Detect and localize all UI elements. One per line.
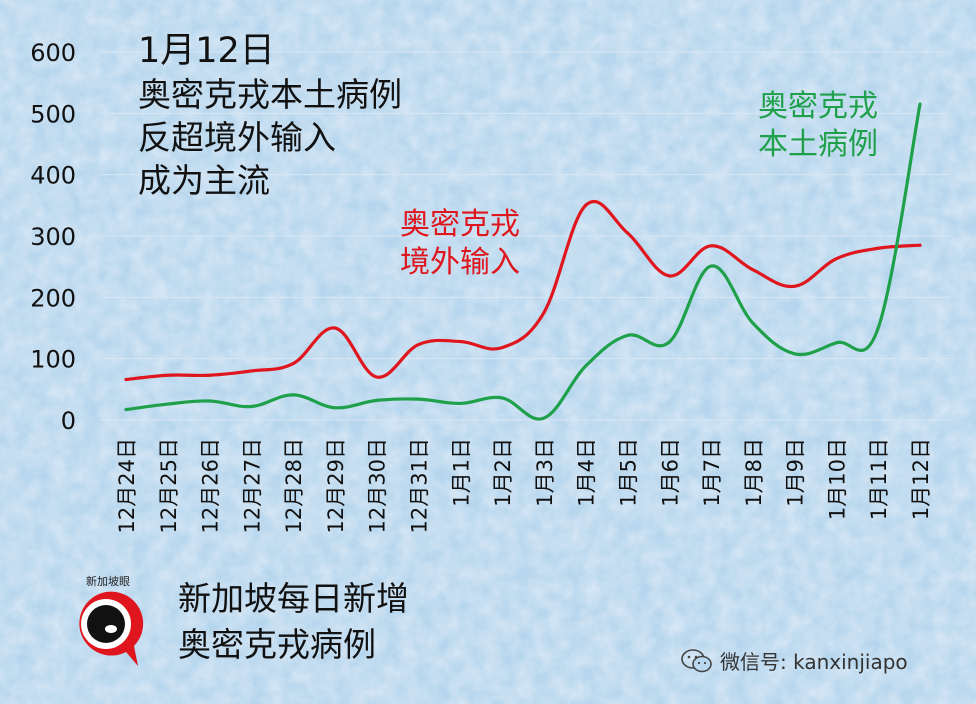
data-point-local	[793, 352, 797, 356]
x-tick-label: 1月2日	[491, 438, 515, 507]
data-point-local	[375, 398, 379, 402]
series-lines	[124, 102, 922, 421]
data-point-local	[709, 264, 713, 268]
data-point-local	[584, 364, 588, 368]
x-tick-label: 1月8日	[742, 438, 766, 507]
y-axis-ticks: 0 100 200 300 400 500 600	[30, 39, 76, 435]
data-point-local	[500, 396, 504, 400]
series-label-local: 奥密克戎 本土病例	[758, 88, 878, 164]
data-point-local	[458, 401, 462, 405]
data-point-local	[249, 405, 253, 409]
data-point-imported	[625, 231, 629, 235]
data-point-local	[667, 340, 671, 344]
logo-pupil	[87, 605, 125, 643]
y-tick-label: 100	[30, 346, 76, 374]
x-tick-label: 1月1日	[449, 438, 473, 507]
x-tick-label: 12月27日	[240, 438, 264, 533]
title-line-1: 奥密克戎本土病例	[138, 75, 402, 114]
wechat-icon	[681, 648, 712, 672]
y-tick-label: 500	[30, 100, 76, 128]
y-tick-label: 600	[30, 39, 76, 67]
x-tick-label: 1月5日	[616, 438, 640, 507]
x-tick-label: 12月30日	[366, 438, 390, 533]
bottom-title: 新加坡每日新增 奥密克戎病例	[178, 576, 409, 668]
data-point-local	[542, 416, 546, 420]
data-point-local	[751, 321, 755, 325]
bottom-title-line-2: 奥密克戎病例	[178, 625, 376, 664]
data-point-imported	[667, 274, 671, 278]
data-point-imported	[375, 375, 379, 379]
series-line-imported	[124, 199, 922, 382]
title-line-3: 成为主流	[138, 161, 270, 200]
data-point-local	[291, 393, 295, 397]
x-tick-label: 12月28日	[282, 438, 306, 533]
data-point-imported	[458, 339, 462, 343]
data-point-local	[124, 408, 128, 412]
data-point-imported	[500, 346, 504, 350]
data-point-imported	[793, 284, 797, 288]
data-point-imported	[249, 369, 253, 373]
data-point-imported	[542, 311, 546, 315]
title-line-date: 1月12日	[138, 31, 275, 71]
series-label-imported: 奥密克戎 境外输入	[400, 206, 520, 282]
x-axis-ticks: 12月24日 12月25日 12月26日 12月27日 12月28日 12月29日 12月3…	[115, 438, 933, 533]
data-point-imported	[876, 246, 880, 250]
data-point-imported	[333, 326, 337, 330]
data-point-imported	[834, 257, 838, 261]
title-line-2: 反超境外输入	[138, 118, 336, 157]
x-tick-label: 1月6日	[658, 438, 682, 507]
y-tick-label: 200	[30, 284, 76, 312]
data-point-local	[208, 399, 212, 403]
watermark-text: 微信号: kanxinjiapo	[720, 650, 908, 674]
data-point-imported	[709, 244, 713, 248]
data-point-local	[166, 402, 170, 406]
x-tick-label: 12月25日	[157, 438, 181, 533]
bottom-title-line-1: 新加坡每日新增	[178, 579, 409, 618]
y-tick-label: 400	[30, 162, 76, 190]
x-tick-label: 1月4日	[575, 438, 599, 507]
data-point-local	[918, 102, 922, 106]
x-tick-label: 1月7日	[700, 438, 724, 507]
x-tick-label: 1月3日	[533, 438, 557, 507]
x-tick-label: 1月11日	[867, 438, 891, 520]
data-point-imported	[751, 268, 755, 272]
series-label-local-line-1: 奥密克戎	[758, 89, 878, 124]
y-tick-label: 300	[30, 223, 76, 251]
data-point-local	[834, 341, 838, 345]
x-tick-label: 1月10日	[825, 438, 849, 520]
series-label-local-line-2: 本土病例	[758, 127, 878, 162]
series-line-local	[124, 102, 922, 421]
x-tick-label: 1月12日	[909, 438, 933, 520]
data-point-imported	[291, 362, 295, 366]
data-point-local	[417, 397, 421, 401]
chart-title: 1月12日 奥密克戎本土病例 反超境外输入 成为主流	[138, 30, 402, 202]
data-point-local	[333, 406, 337, 410]
data-point-imported	[918, 243, 922, 247]
logo-glint	[105, 625, 117, 633]
series-label-imported-line-2: 境外输入	[400, 245, 520, 280]
logo-icon: 新加坡眼	[79, 574, 144, 666]
x-tick-label: 12月29日	[324, 438, 348, 533]
x-tick-label: 1月9日	[784, 438, 808, 507]
data-point-imported	[417, 343, 421, 347]
series-label-imported-line-1: 奥密克戎	[400, 207, 520, 242]
x-tick-label: 12月24日	[115, 438, 139, 533]
data-point-imported	[166, 373, 170, 377]
x-tick-label: 12月26日	[199, 438, 223, 533]
gridlines	[100, 51, 950, 421]
watermark: 微信号: kanxinjiapo	[680, 646, 908, 675]
y-tick-label: 0	[61, 407, 76, 435]
x-tick-label: 12月31日	[408, 438, 432, 533]
data-point-imported	[208, 373, 212, 377]
data-point-imported	[584, 203, 588, 207]
data-point-local	[876, 326, 880, 330]
logo-text: 新加坡眼	[86, 574, 130, 588]
data-point-imported	[124, 378, 128, 382]
data-point-local	[625, 333, 629, 337]
